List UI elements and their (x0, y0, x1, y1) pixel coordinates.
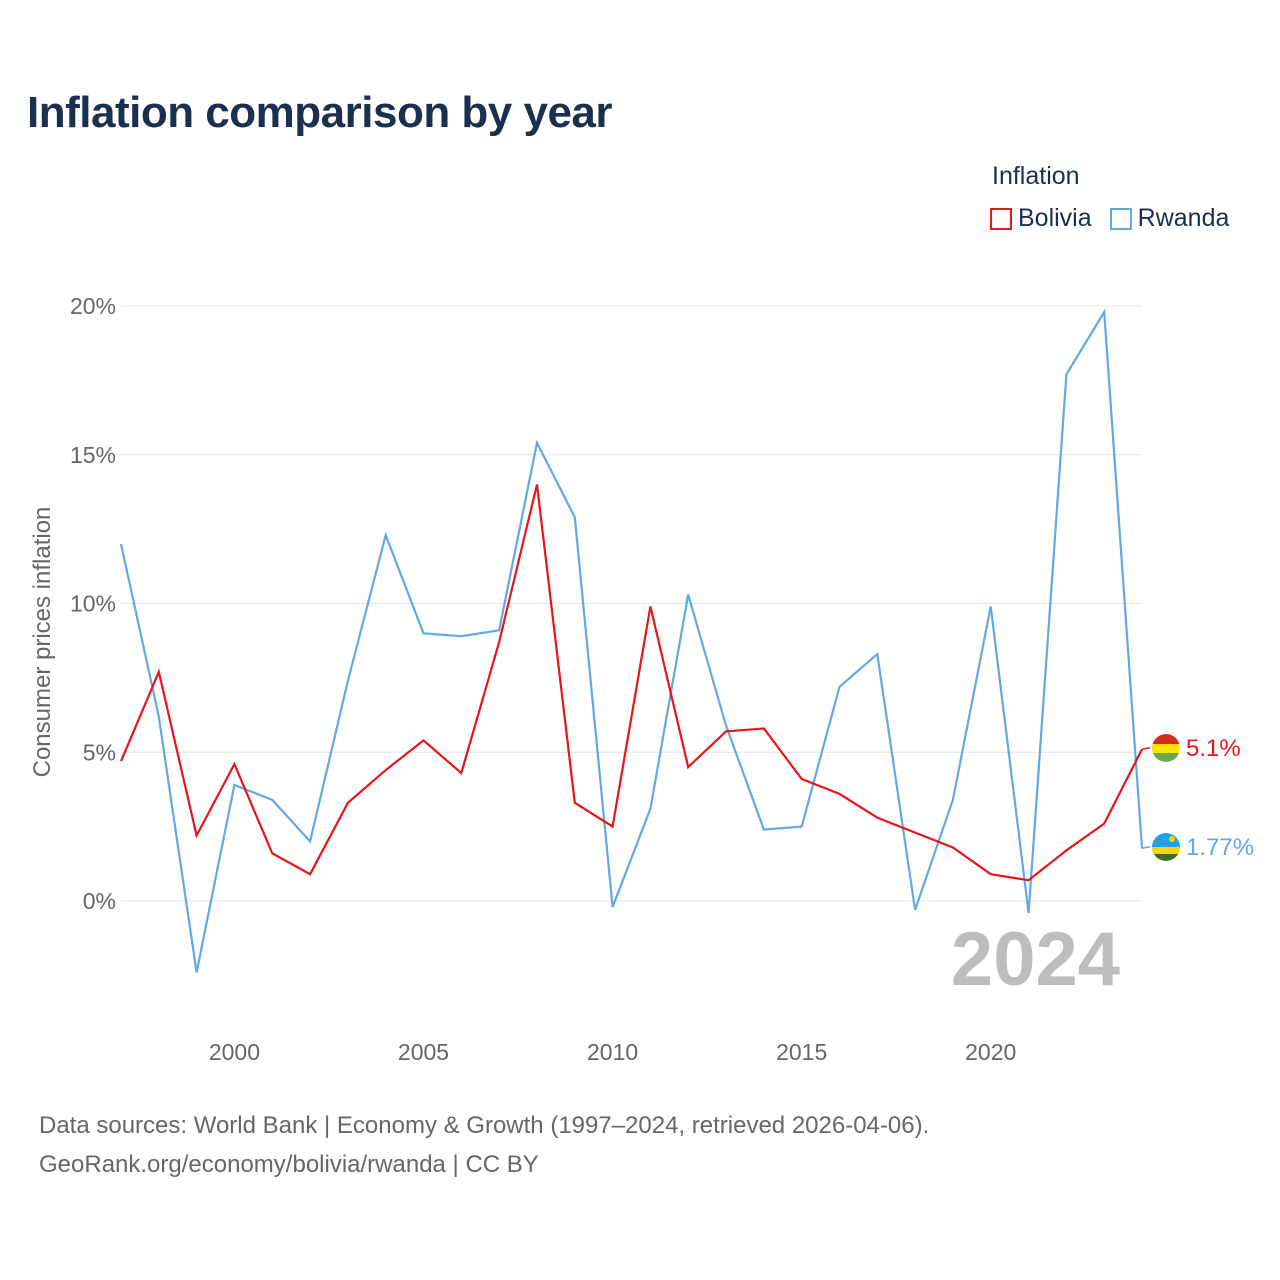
end-connector-bolivia (1141, 747, 1150, 751)
rwanda-flag-icon (1152, 833, 1180, 861)
bolivia-flag-icon (1152, 734, 1180, 762)
y-tick-label: 5% (83, 739, 116, 765)
x-tick-label: 2005 (398, 1039, 449, 1065)
end-markers: 5.1% 1.77% (1152, 734, 1254, 861)
legend: Bolivia Rwanda (990, 204, 1247, 233)
gridlines (121, 305, 1142, 902)
series-lines (119, 308, 1150, 973)
x-tick-label: 2015 (776, 1039, 827, 1065)
x-tick-label: 2020 (965, 1039, 1016, 1065)
y-axis-title: Consumer prices inflation (29, 507, 56, 778)
legend-title: Inflation (992, 162, 1080, 190)
series-line-bolivia (119, 484, 1143, 882)
legend-label-rwanda: Rwanda (1137, 204, 1230, 232)
rwanda-end-value: 1.77% (1186, 834, 1254, 861)
series-line-rwanda (119, 308, 1144, 973)
legend-swatch-rwanda (1109, 207, 1132, 230)
y-tick-label: 10% (70, 591, 116, 617)
footer-credit: GeoRank.org/economy/bolivia/rwanda | CC … (39, 1151, 539, 1178)
y-axis-ticks: 0% 5% 10% 15% 20% (70, 293, 116, 914)
legend-swatch-bolivia (990, 207, 1012, 230)
footer-sources: Data sources: World Bank | Economy & Gro… (39, 1112, 930, 1139)
x-tick-label: 2010 (587, 1039, 638, 1065)
x-axis-ticks: 2000 2005 2010 2015 2020 (209, 1039, 1016, 1065)
footer: Data sources: World Bank | Economy & Gro… (39, 1106, 929, 1184)
legend-label-bolivia: Bolivia (1018, 204, 1092, 232)
legend-item-bolivia[interactable]: Bolivia (990, 204, 1092, 233)
y-tick-label: 15% (70, 442, 116, 468)
end-connector-rwanda (1141, 846, 1150, 850)
x-tick-label: 2000 (209, 1039, 260, 1065)
bolivia-end-value: 5.1% (1186, 735, 1241, 762)
y-tick-label: 0% (83, 888, 116, 914)
y-tick-label: 20% (70, 293, 116, 319)
year-watermark: 2024 (951, 917, 1120, 1002)
chart-title: Inflation comparison by year (27, 88, 613, 137)
legend-item-rwanda[interactable]: Rwanda (1109, 204, 1230, 233)
